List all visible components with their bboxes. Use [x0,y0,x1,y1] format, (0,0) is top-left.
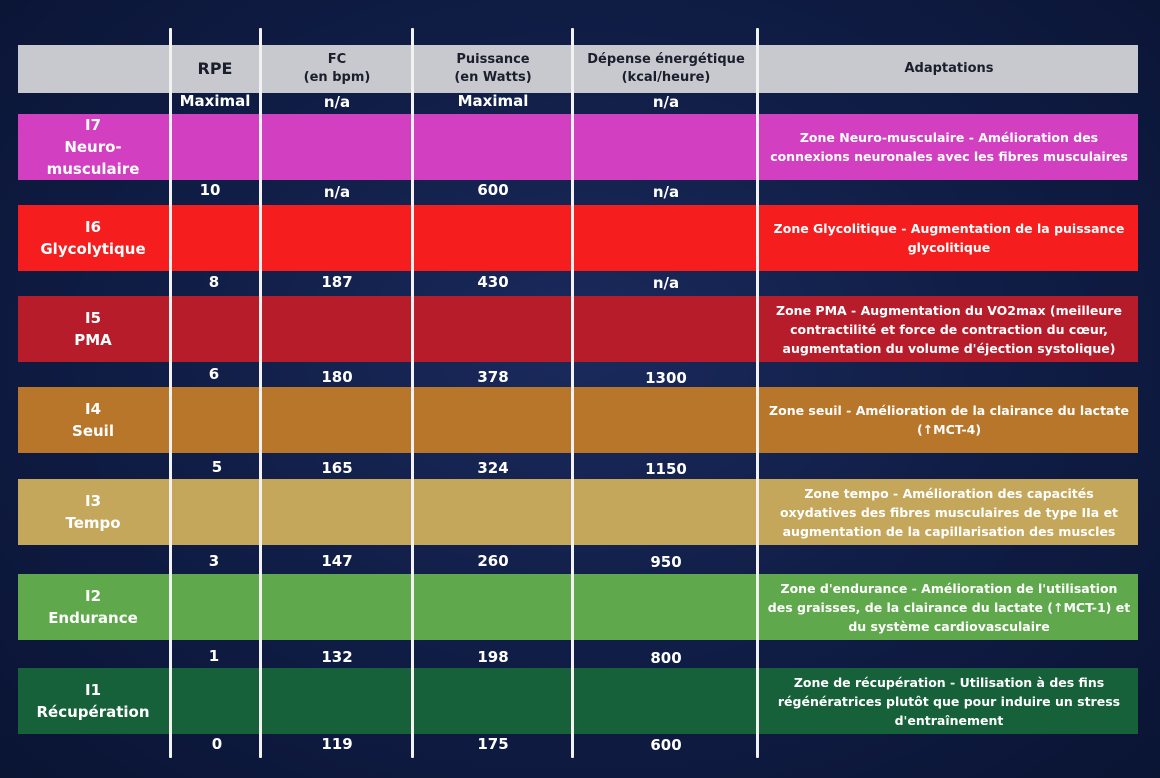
header-puissance-line2: (en Watts) [454,70,532,85]
adaptation-i5: Zone PMA - Augmentation du VO2max (meill… [776,302,1122,356]
adaptation-i7: Zone Neuro-musculaire - Amélioration des… [770,130,1128,164]
fc-value: 180 [321,368,353,386]
zone-label-i3: I3 Tempo [18,479,168,545]
column-divider-3 [411,28,414,758]
column-divider-4 [571,28,574,758]
puissance-value: 430 [477,273,509,291]
header-rpe-label: RPE [197,59,233,78]
fc-value: 147 [321,552,353,570]
depense-value: n/a [652,274,680,292]
zone-band-i6 [18,205,1138,271]
zone-name: PMA [74,331,112,349]
depense-value: n/a [652,183,680,201]
rpe-value: Maximal [179,92,251,110]
column-divider-2 [259,28,262,758]
rpe-value: 10 [199,181,221,199]
adaptation-i1: Zone de récupération - Utilisation à des… [777,674,1121,728]
depense-value: 600 [650,736,682,754]
zone-band-i4 [18,387,1138,453]
puissance-value: Maximal [457,92,529,110]
adaptation-i3: Zone tempo - Amélioration des capacités … [779,485,1119,539]
zone-name: Glycolytique [40,240,146,258]
header-depense-line1: Dépense énergétique [587,52,745,67]
header-adaptations: Adaptations [760,45,1138,93]
puissance-value: 175 [477,735,509,753]
depense-value: 1300 [645,369,687,387]
zone-code: I5 [84,309,102,327]
fc-value: n/a [323,183,351,201]
header-puissance-line1: Puissance [456,52,530,67]
header-depense-line2: (kcal/heure) [621,70,711,85]
fc-value: 132 [321,648,353,666]
zone-label-i2: I2 Endurance [18,574,168,640]
adaptation-i4: Zone seuil - Amélioration de la clairanc… [769,403,1129,437]
column-divider-1 [169,28,172,758]
zone-code: I4 [84,400,102,418]
puissance-value: 260 [477,552,509,570]
depense-value: 1150 [645,460,687,478]
zone-label-i5: I5 PMA [18,296,168,362]
rpe-value: 1 [208,647,220,665]
zone-code: I1 [84,681,102,699]
zone-code: I3 [84,492,102,510]
zone-band-i7 [18,114,1138,180]
column-divider-5 [756,28,759,758]
zone-name: Seuil [72,422,114,440]
depense-value: 950 [650,553,682,571]
adaptation-i2: Zone d'endurance - Amélioration de l'uti… [767,580,1131,634]
header-adaptations-label: Adaptations [904,61,994,76]
header-fc: FC (en bpm) [262,45,412,93]
rpe-value: 8 [208,273,220,291]
zone-code: I2 [84,587,102,605]
rpe-value: 6 [208,365,220,383]
header-depense: Dépense énergétique (kcal/heure) [574,45,758,93]
header-puissance: Puissance (en Watts) [414,45,572,93]
rpe-value: 3 [208,552,220,570]
depense-value: n/a [652,93,680,111]
rpe-value: 5 [211,458,223,476]
zone-name: Endurance [48,609,138,627]
zone-label-i1: I1 Récupération [18,668,168,734]
header-rpe: RPE [170,45,260,93]
zone-label-i6: I6 Glycolytique [18,205,168,271]
zone-name: Récupération [36,703,150,721]
zone-band-i1 [18,668,1138,734]
fc-value: 187 [321,273,353,291]
fc-value: 165 [321,459,353,477]
zone-name: Neuro- [64,138,122,156]
fc-value: n/a [323,93,351,111]
zone-label-i7: I7 Neuro- musculaire [18,114,168,180]
zone-name-continued: musculaire [46,160,140,178]
rpe-value: 0 [211,735,223,753]
table-header [18,45,1138,93]
puissance-value: 378 [477,368,509,386]
zone-band-i3 [18,479,1138,545]
header-fc-line2: (en bpm) [303,70,371,85]
puissance-value: 324 [477,459,509,477]
puissance-value: 600 [477,181,509,199]
zone-label-i4: I4 Seuil [18,387,168,453]
zone-band-i2 [18,574,1138,640]
depense-value: 800 [650,649,682,667]
puissance-value: 198 [477,648,509,666]
fc-value: 119 [321,735,353,753]
zone-name: Tempo [65,514,121,532]
header-fc-line1: FC [327,52,347,67]
zone-code: I7 [84,116,102,134]
adaptation-i6: Zone Glycolitique - Augmentation de la p… [773,221,1125,255]
zone-band-i5 [18,296,1138,362]
zone-code: I6 [84,218,102,236]
